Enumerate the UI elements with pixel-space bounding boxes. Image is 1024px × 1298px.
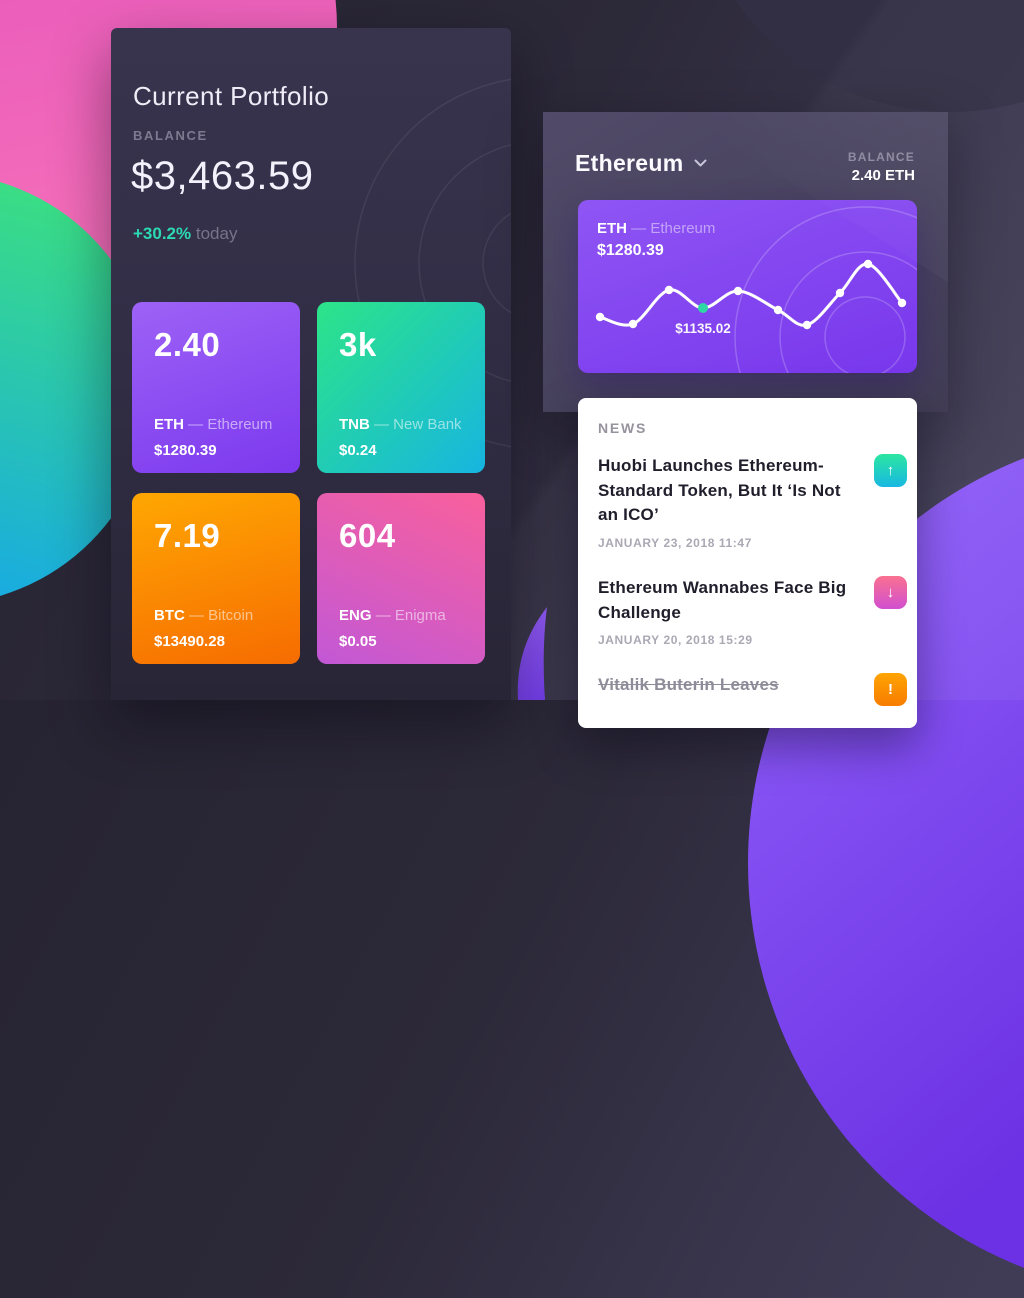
news-down-button[interactable]: ↓: [874, 575, 907, 609]
news-heading: NEWS: [598, 420, 648, 436]
news-title[interactable]: Ethereum Wannabes Face Big Challenge: [598, 577, 847, 622]
coin-symbol-line: BTC — Bitcoin: [154, 607, 254, 624]
coin-card-eng[interactable]: 604 ENG — Enigma $0.05: [317, 493, 485, 664]
news-card: NEWS Huobi Launches Ethereum-Standard To…: [578, 398, 917, 728]
coin-symbol-line: TNB — New Bank: [339, 416, 462, 433]
change-suffix: today: [191, 224, 238, 243]
chevron-down-icon: [694, 159, 707, 167]
arrow-down-icon: ↓: [886, 583, 895, 601]
news-up-button[interactable]: ↑: [874, 454, 907, 487]
coin-card-eth[interactable]: 2.40 ETH — Ethereum $1280.39: [132, 302, 300, 473]
coin-amount: 604: [339, 517, 396, 554]
news-item: Huobi Launches Ethereum-Standard Token, …: [598, 454, 907, 550]
news-item: Ethereum Wannabes Face Big Challenge JAN…: [598, 575, 907, 648]
news-date: JANUARY 20, 2018 15:29: [598, 633, 753, 648]
coin-balance-value: 2.40 ETH: [851, 167, 915, 184]
news-alert-button[interactable]: !: [874, 673, 907, 707]
balance-value: $3,463.59: [131, 154, 314, 198]
coin-balance-label: BALANCE: [847, 150, 915, 164]
coin-amount: 7.19: [154, 517, 221, 554]
portfolio-panel: Current Portfolio BALANCE $3,463.59 +30.…: [111, 28, 511, 700]
chart-current-price: $1280.39: [597, 242, 664, 259]
decor-dark-circle: [688, 0, 1024, 112]
chart-coin-symbol: ETH: [597, 220, 627, 237]
selected-coin-name: Ethereum: [575, 150, 684, 176]
price-line-chart: [595, 259, 907, 330]
coin-card-btc[interactable]: 7.19 BTC — Bitcoin $13490.28: [132, 493, 300, 664]
chart-point-label: $1135.02: [675, 321, 731, 336]
news-title[interactable]: Huobi Launches Ethereum-Standard Token, …: [598, 456, 841, 525]
coin-price: $0.24: [339, 442, 377, 459]
price-chart-card: ETH — Ethereum $1280.39 $1135.02: [578, 200, 917, 373]
coin-card-tnb[interactable]: 3k TNB — New Bank $0.24: [317, 302, 485, 473]
coin-symbol-line: ETH — Ethereum: [154, 416, 273, 433]
news-list: Huobi Launches Ethereum-Standard Token, …: [598, 454, 907, 707]
arrow-up-icon: ↑: [886, 462, 895, 479]
decor-purple-crescent: [517, 607, 547, 700]
balance-label: BALANCE: [133, 128, 208, 143]
coin-price: $1280.39: [154, 442, 217, 459]
coin-amount: 3k: [339, 326, 377, 363]
news-item: Vitalik Buterin Leaves !: [598, 673, 907, 707]
news-date: JANUARY 23, 2018 11:47: [598, 535, 752, 550]
coin-amount: 2.40: [154, 326, 221, 363]
page-title: Current Portfolio: [133, 81, 330, 112]
change-percent: +30.2%: [133, 224, 192, 243]
coin-price: $13490.28: [154, 633, 225, 650]
coin-selector-dropdown[interactable]: Ethereum: [575, 150, 707, 177]
coin-price: $0.05: [339, 633, 377, 650]
coin-balance-block: BALANCE 2.40 ETH: [848, 150, 915, 184]
news-title[interactable]: Vitalik Buterin Leaves: [598, 675, 779, 695]
coin-detail-panel: Ethereum BALANCE 2.40 ETH ETH — Ethereum…: [543, 112, 948, 412]
chart-coin-name: Ethereum: [650, 220, 716, 237]
coin-symbol-line: ENG — Enigma: [339, 607, 446, 624]
exclamation-icon: !: [888, 681, 893, 699]
coin-cards-grid: 2.40 ETH — Ethereum $1280.39 3k TNB — Ne…: [132, 302, 490, 664]
daily-change: +30.2% today: [133, 224, 237, 244]
chart-card-header: ETH — Ethereum $1280.39: [597, 220, 716, 259]
